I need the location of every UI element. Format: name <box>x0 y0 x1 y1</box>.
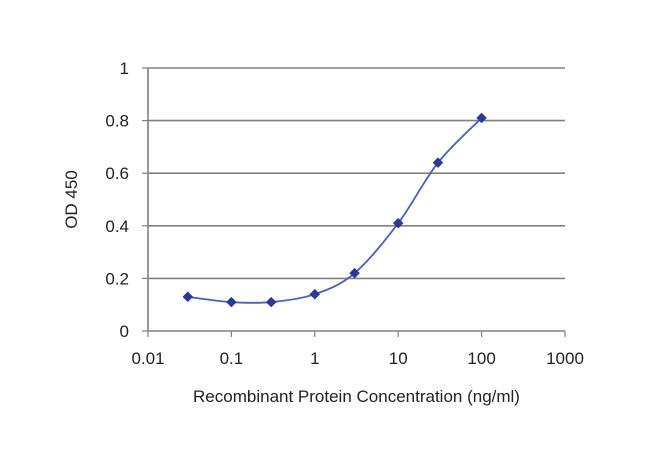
y-tick-label: 1 <box>120 59 129 78</box>
x-axis-ticks: 0.01 0.1 1 10 100 1000 <box>131 331 584 368</box>
series-line <box>187 117 483 304</box>
x-tick-label: 100 <box>467 349 495 368</box>
x-tick-label: 0.1 <box>220 349 244 368</box>
y-axis-ticks: 0 0.2 0.4 0.6 0.8 1 <box>105 59 148 341</box>
data-point <box>265 296 277 308</box>
data-point <box>476 112 487 124</box>
x-tick-label: 1 <box>310 349 319 368</box>
y-tick-label: 0.2 <box>105 269 129 288</box>
x-tick-label: 0.01 <box>131 349 164 368</box>
data-point <box>226 296 237 308</box>
data-point <box>309 288 321 300</box>
data-point <box>432 157 444 169</box>
y-tick-label: 0 <box>120 322 129 341</box>
data-point <box>182 291 194 303</box>
y-tick-label: 0.6 <box>105 164 129 183</box>
y-axis-title: OD 450 <box>62 170 81 229</box>
y-tick-label: 0.4 <box>105 217 129 236</box>
x-axis-title: Recombinant Protein Concentration (ng/ml… <box>193 387 520 406</box>
axes <box>147 68 565 332</box>
data-series <box>182 112 487 308</box>
data-point <box>392 217 404 229</box>
x-tick-label: 1000 <box>546 349 584 368</box>
data-point <box>349 267 360 279</box>
grid-lines <box>148 67 565 280</box>
x-tick-label: 10 <box>389 349 408 368</box>
y-tick-label: 0.8 <box>105 112 129 131</box>
